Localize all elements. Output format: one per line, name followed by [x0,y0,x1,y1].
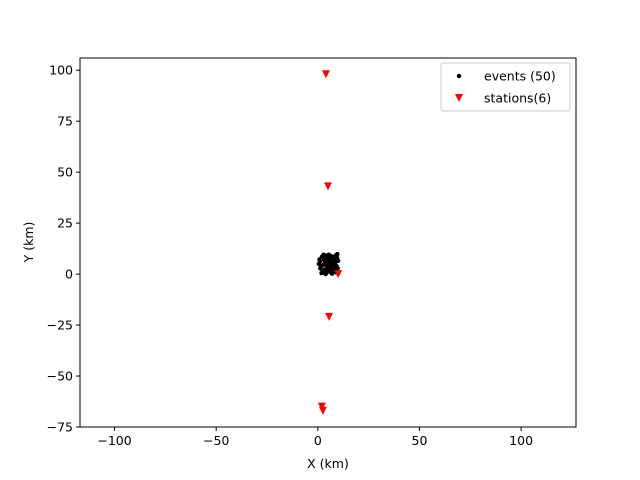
y-tick-label: 25 [57,216,73,231]
station-marker [325,312,334,321]
station-marker [324,182,332,191]
event-point [322,255,327,260]
station-marker [321,70,330,79]
axes: −100 −50 0 50 100 −75 −50 −25 0 25 50 75 100 [47,57,577,448]
x-tick-label: 0 [314,433,322,448]
y-tick-label: 50 [57,165,73,180]
event-point [324,269,330,274]
event-point [319,270,324,276]
x-tick-label: −50 [203,433,229,448]
event-point [330,259,336,264]
y-tick-label: −25 [47,318,73,333]
plot-area [316,70,343,415]
event-point [327,258,332,263]
axes-frame [79,57,577,428]
event-point [318,266,323,271]
event-point [335,258,341,264]
x-axis-label: X (km) [307,456,349,471]
event-point [317,257,322,262]
event-point [326,252,332,257]
legend-label: stations(6) [484,91,551,106]
event-point [328,270,334,275]
legend-marker [455,94,463,102]
station-marker [334,270,343,279]
y-tick-label: 75 [57,114,73,129]
y-axis-label: Y (km) [21,222,36,264]
x-tick-label: 50 [412,433,428,448]
x-tick-label: 100 [509,433,533,448]
y-tick-label: −50 [47,369,73,384]
legend-label: events (50) [484,69,556,84]
event-point [333,265,338,270]
series-events [316,251,341,277]
x-tick-label: −100 [97,433,131,448]
series-stations [317,70,343,415]
legend-box [440,62,571,112]
event-point [335,251,340,257]
event-point [324,263,329,268]
station-marker [317,402,326,411]
legend-marker [456,73,462,79]
y-tick-label: 100 [49,63,73,78]
legend: events (50) stations(6) [440,62,571,112]
station-marker [318,406,327,415]
y-tick-label: 0 [65,267,73,282]
y-tick-label: −75 [47,420,73,435]
